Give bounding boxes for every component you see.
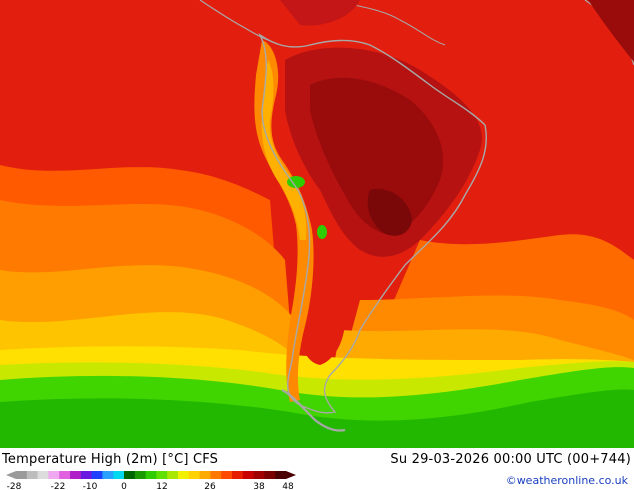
scale-swatch — [113, 471, 125, 479]
coastline-central-america — [199, 0, 269, 41]
scale-swatch — [232, 471, 244, 479]
scale-swatch — [156, 471, 168, 479]
scale-swatch — [188, 471, 200, 479]
scale-swatch — [275, 471, 287, 479]
scale-tick-label-0: -28 — [7, 482, 22, 490]
scale-tick-label-3: 0 — [121, 482, 127, 490]
andes-cool-spot-1 — [287, 176, 305, 188]
temperature-map — [0, 0, 634, 448]
scale-swatch — [145, 471, 157, 479]
scale-swatch — [199, 471, 211, 479]
scale-swatch — [134, 471, 146, 479]
scale-tick-label-4: 12 — [156, 482, 167, 490]
scale-swatch — [102, 471, 114, 479]
scale-swatch — [91, 471, 103, 479]
scale-arrow-left — [6, 471, 16, 479]
valid-time: Su 29-03-2026 00:00 UTC (00+744) — [390, 452, 631, 467]
scale-tick-label-7: 48 — [282, 482, 294, 490]
scale-swatch — [253, 471, 265, 479]
scale-tick-label-5: 26 — [204, 482, 216, 490]
scale-swatch — [264, 471, 276, 479]
andes-cool-spot-2 — [317, 225, 327, 239]
scale-arrow-right — [286, 471, 296, 479]
scale-tick-label-2: -10 — [83, 482, 98, 490]
scale-swatch — [221, 471, 233, 479]
scale-tick-label-6: 38 — [253, 482, 265, 490]
scale-swatches — [16, 471, 287, 479]
scale-swatch — [124, 471, 136, 479]
scale-swatch — [37, 471, 49, 479]
coastline-south-america — [258, 32, 487, 414]
band-green-dark — [0, 389, 634, 448]
africa-hot — [588, 0, 634, 62]
scale-swatch — [70, 471, 82, 479]
coastline-tierra-del-fuego — [281, 389, 346, 432]
scale-swatch — [26, 471, 38, 479]
scale-swatch — [242, 471, 254, 479]
map-title: Temperature High (2m) [°C] CFS — [2, 452, 219, 467]
scale-swatch — [16, 471, 28, 479]
patagonia-hot — [300, 298, 345, 365]
credit-link[interactable]: ©weatheronline.co.uk — [505, 474, 628, 487]
continent-hot-inner — [310, 77, 444, 236]
color-scale-legend: -28 -22 -10 0 12 26 38 48 — [6, 471, 296, 490]
scale-swatch — [167, 471, 179, 479]
caribbean-warm — [280, 0, 360, 26]
andes-ridge-light — [261, 60, 307, 240]
scale-swatch — [80, 471, 92, 479]
scale-swatch — [210, 471, 222, 479]
continent-hot-deep — [367, 189, 412, 236]
scale-swatch — [59, 471, 71, 479]
scale-swatch — [178, 471, 190, 479]
scale-tick-label-1: -22 — [51, 482, 66, 490]
scale-swatch — [48, 471, 60, 479]
map-footer: Temperature High (2m) [°C] CFS Su 29-03-… — [0, 448, 634, 490]
